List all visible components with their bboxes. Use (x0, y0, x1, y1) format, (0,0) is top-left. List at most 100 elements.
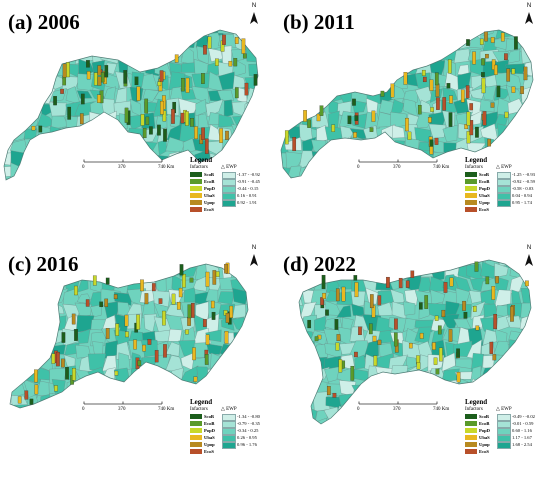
county (376, 191, 395, 208)
county (418, 49, 433, 62)
factor-swatch (465, 442, 477, 447)
county (35, 291, 55, 306)
county (352, 37, 368, 52)
factor-bar (124, 314, 129, 327)
county (285, 12, 303, 25)
factor-bar (371, 110, 376, 122)
county (100, 136, 120, 152)
factor-label: EcoB (479, 179, 490, 184)
county (314, 175, 331, 178)
scale-label: 370 (393, 407, 401, 412)
county (129, 405, 147, 408)
county (39, 154, 55, 168)
ewp-swatch (222, 435, 236, 442)
county (26, 177, 40, 180)
factor-bar (215, 58, 219, 66)
county (402, 260, 420, 263)
county (351, 190, 363, 208)
county (285, 418, 299, 435)
county (453, 48, 471, 64)
factor-bar (437, 325, 442, 335)
factor-bar (380, 90, 385, 97)
county (415, 30, 430, 38)
county (27, 251, 41, 262)
county (39, 264, 53, 280)
factor-bar (314, 336, 319, 342)
factor-bar (144, 98, 149, 114)
factor-bar (475, 126, 479, 138)
county (139, 45, 156, 64)
county (325, 432, 342, 450)
ewp-range-label: -1.34 - -0.80 (237, 414, 260, 419)
factor-bar (105, 277, 110, 285)
county (520, 365, 531, 380)
factor-bar (211, 311, 216, 320)
county (126, 176, 145, 180)
county (38, 162, 52, 179)
county (275, 7, 287, 25)
county (533, 7, 550, 23)
county (256, 58, 258, 75)
county (245, 342, 248, 359)
county (340, 162, 355, 178)
county (350, 46, 368, 63)
factor-bar (158, 298, 163, 304)
county (363, 48, 381, 61)
county (153, 49, 172, 63)
factor-bar (403, 72, 408, 85)
factor-bar (493, 313, 498, 330)
county (88, 265, 108, 279)
county (24, 275, 40, 290)
county (90, 142, 108, 154)
factor-swatch (190, 186, 202, 191)
legend-row: Upop 0.96 - 1.76 (190, 441, 274, 449)
factor-bar (493, 64, 498, 75)
county (364, 30, 381, 39)
panel-a: (a) 2006 N 0 370 740 Km Legend Infactors △ EWP… (0, 0, 275, 241)
factor-bar (432, 342, 436, 350)
county (26, 339, 43, 360)
county (52, 163, 64, 180)
ewp-swatch (497, 428, 511, 435)
county (220, 379, 237, 396)
factor-bar (410, 270, 415, 278)
county (299, 345, 304, 355)
county (157, 190, 172, 205)
county (247, 326, 248, 346)
factor-bar (85, 299, 90, 307)
county (36, 432, 54, 448)
factor-bar (489, 341, 494, 354)
factor-label: EcoB (479, 421, 490, 426)
county (285, 181, 301, 195)
county (12, 317, 24, 331)
factor-bar (178, 287, 183, 298)
factor-bar (341, 286, 346, 302)
county (297, 86, 318, 102)
factor-bar (460, 89, 465, 103)
county (299, 260, 317, 267)
county (323, 176, 343, 178)
county (429, 418, 444, 424)
county (299, 358, 302, 373)
county (469, 13, 483, 25)
ewp-range-label: 0.95 - 1.74 (512, 200, 532, 205)
county (363, 138, 382, 155)
factor-bar (466, 39, 470, 46)
factor-bar (194, 126, 198, 140)
county (92, 407, 105, 408)
factor-label: EcoS (479, 449, 489, 454)
county (192, 275, 208, 292)
county (234, 264, 248, 267)
county (105, 191, 117, 208)
factor-bar (352, 98, 356, 106)
county (362, 262, 382, 278)
factor-bar (204, 138, 209, 154)
factor-label: ScoB (479, 172, 489, 177)
county (402, 405, 420, 423)
county (364, 166, 383, 176)
county (152, 179, 172, 180)
factor-bar (114, 370, 119, 376)
factor-bar (354, 115, 359, 121)
county (404, 191, 420, 208)
legend-row: PopD -0.34 - 0.25 (190, 427, 274, 435)
